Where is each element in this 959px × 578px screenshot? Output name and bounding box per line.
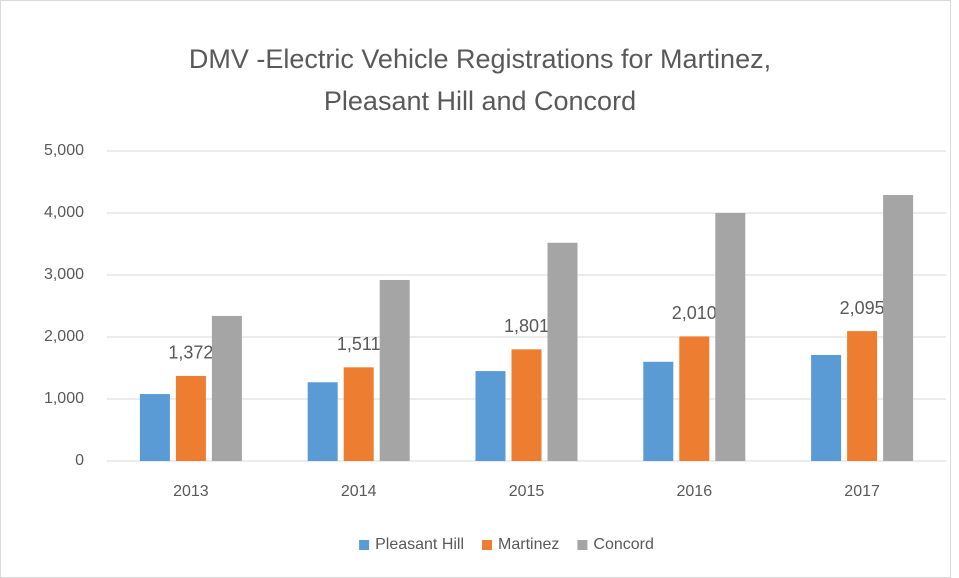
data-label: 2,095 [840, 298, 885, 318]
data-label: 1,372 [168, 343, 213, 363]
x-tick-label: 2016 [677, 483, 713, 500]
bar [883, 195, 914, 461]
bar [343, 367, 374, 461]
data-label: 2,010 [672, 303, 717, 323]
data-label: 1,801 [504, 316, 549, 336]
y-tick-label: 5,000 [44, 142, 84, 159]
bar [643, 361, 674, 461]
x-tick-label: 2014 [341, 483, 377, 500]
legend-label: Pleasant Hill [375, 536, 464, 553]
bar [475, 371, 506, 461]
x-tick-label: 2015 [509, 483, 545, 500]
bar [547, 242, 578, 461]
legend-label: Concord [593, 536, 653, 553]
bar [715, 213, 746, 461]
bar [307, 382, 338, 461]
y-tick-label: 1,000 [44, 390, 84, 407]
data-label: 1,511 [337, 334, 381, 354]
y-tick-label: 3,000 [44, 266, 84, 283]
bar [175, 375, 206, 461]
x-tick-label: 2013 [173, 483, 209, 500]
y-tick-label: 4,000 [44, 204, 84, 221]
bar [379, 279, 410, 461]
bar [139, 394, 170, 461]
legend-swatch [359, 540, 370, 550]
chart-title: DMV -Electric Vehicle Registrations for … [188, 44, 772, 116]
bar [511, 349, 542, 461]
bar [811, 354, 842, 461]
legend-label: Martinez [498, 536, 559, 553]
legend-swatch [577, 540, 588, 550]
y-tick-label: 0 [75, 452, 84, 469]
legend-swatch [482, 540, 493, 550]
y-tick-label: 2,000 [44, 328, 84, 345]
bar [211, 315, 242, 461]
bar [679, 336, 710, 461]
bar [847, 331, 878, 461]
x-tick-label: 2017 [844, 483, 880, 500]
